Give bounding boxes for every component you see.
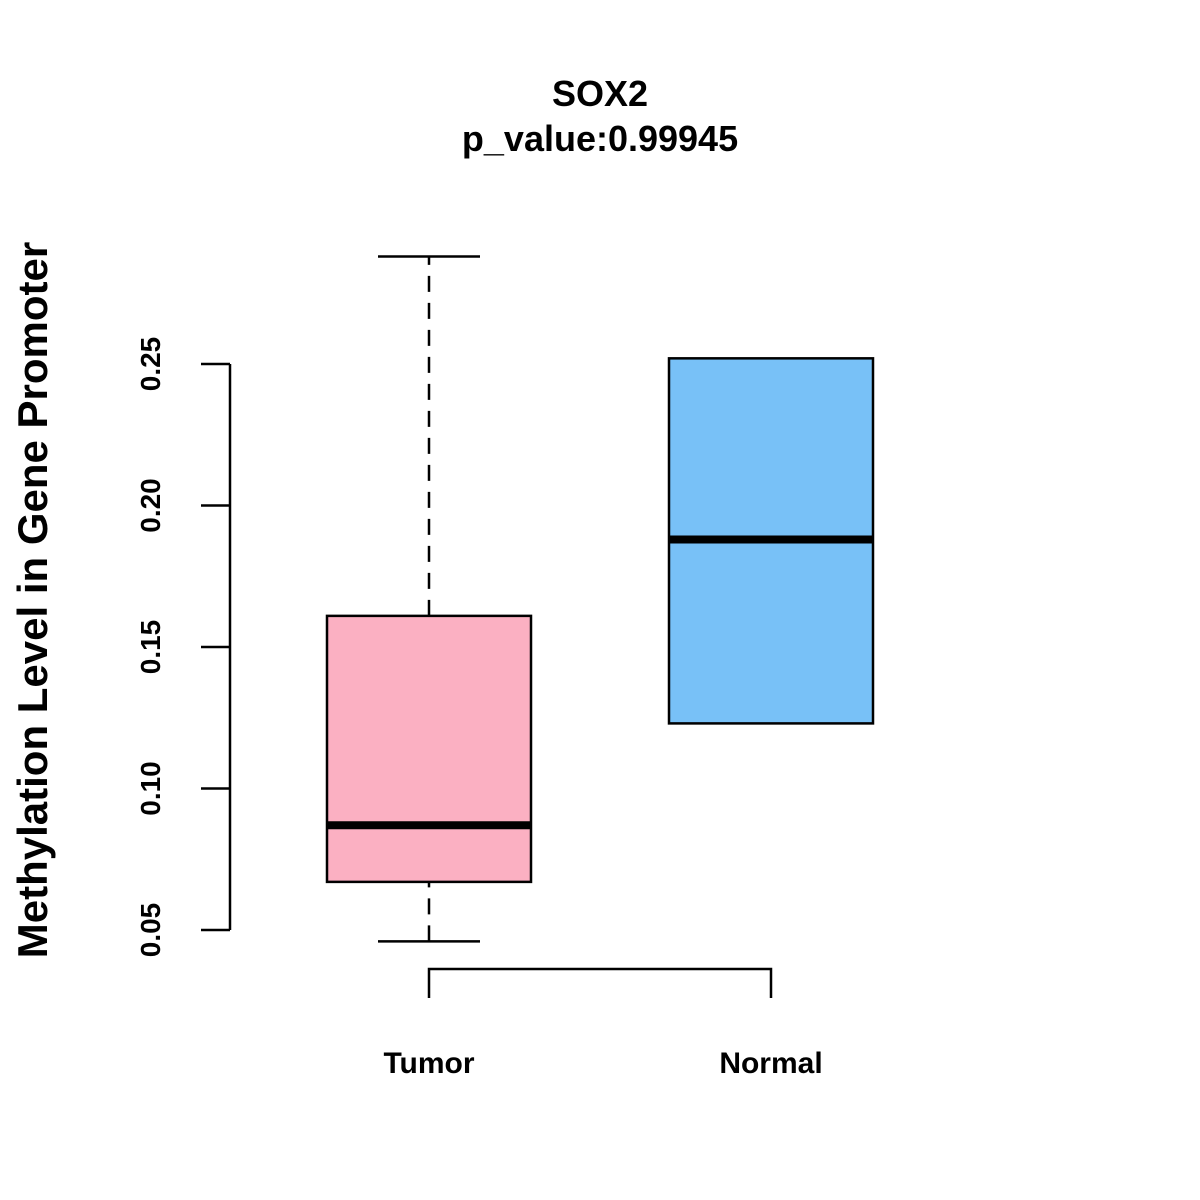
bracket-line	[427, 967, 773, 998]
y-tick-label-3: 0.20	[135, 478, 166, 533]
x-category-labels: Tumor Normal	[383, 1047, 822, 1080]
chart-subtitle: p_value:0.99945	[462, 118, 738, 159]
y-tick-label-4: 0.25	[135, 337, 166, 392]
x-category-label-normal: Normal	[719, 1047, 822, 1080]
y-axis: 0.05 0.10 0.15 0.20 0.25	[135, 337, 232, 958]
boxes	[325, 255, 875, 943]
y-axis-label: Methylation Level in Gene Promoter	[9, 242, 56, 958]
y-tick-label-2: 0.15	[135, 620, 166, 675]
y-tick-label-1: 0.10	[135, 761, 166, 816]
y-tick-label-0: 0.05	[135, 903, 166, 958]
x-category-label-tumor: Tumor	[383, 1047, 474, 1080]
comparison-bracket	[427, 967, 773, 998]
tumor-box	[325, 614, 533, 884]
chart-title: SOX2	[552, 73, 648, 114]
